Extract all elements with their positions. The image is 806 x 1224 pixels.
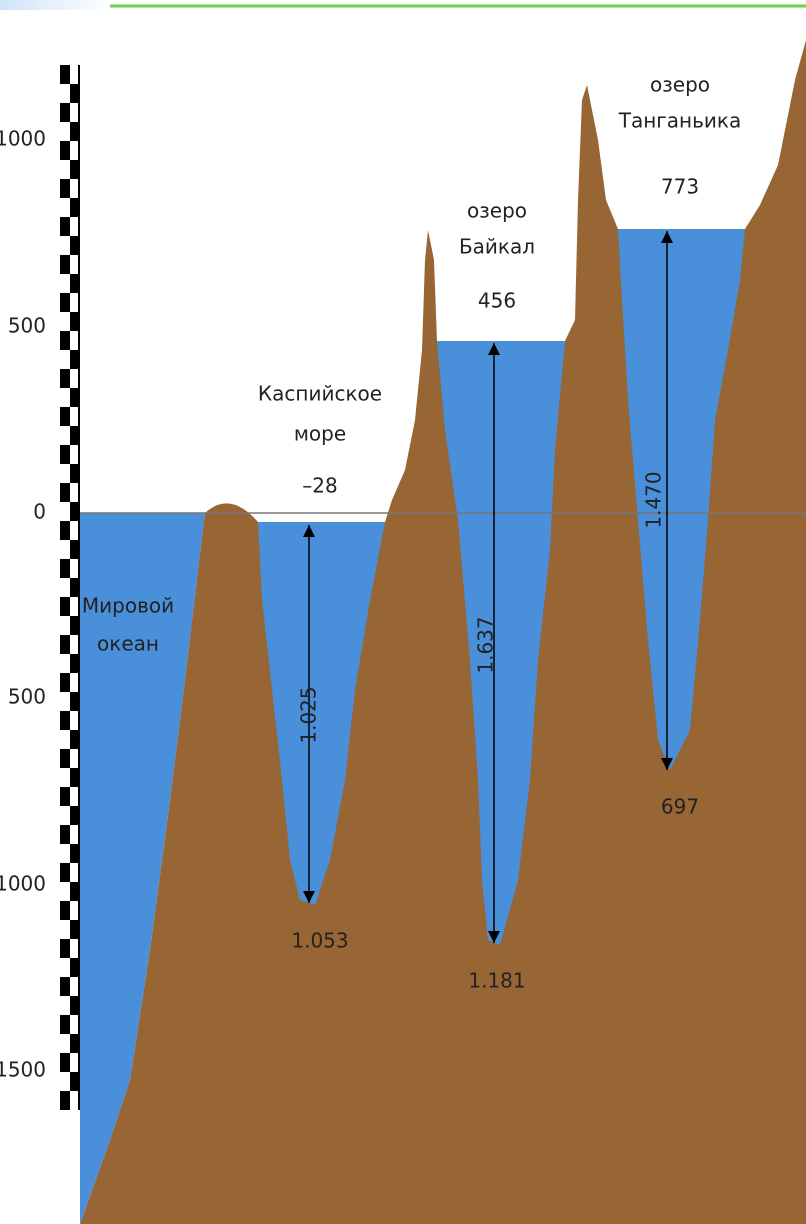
lake-name: Танганьика — [618, 109, 742, 133]
axis-label: 500 — [8, 685, 46, 709]
ocean-label: Мировой — [82, 594, 174, 618]
lake-name: озеро — [650, 73, 710, 97]
top-fade — [0, 0, 110, 10]
lake-level: 456 — [478, 289, 516, 313]
lake-level: 773 — [661, 175, 699, 199]
lake-name: Байкал — [459, 235, 535, 259]
lake-depth: 1.637 — [474, 616, 498, 673]
lake-name: озеро — [467, 199, 527, 223]
axis-label: 0 — [33, 500, 46, 524]
lake-baikal — [437, 341, 565, 945]
lake-bottom: 1.053 — [291, 929, 348, 953]
lake-depth: 1.025 — [297, 686, 321, 743]
lake-depth: 1.470 — [642, 471, 666, 528]
lake-name: Каспийское — [258, 382, 382, 406]
axis-label: 500 — [8, 314, 46, 338]
ocean — [80, 513, 205, 1224]
lake-bottom: 1.181 — [468, 969, 525, 993]
axis-label: 1000 — [0, 127, 46, 151]
ocean-label: океан — [97, 632, 159, 656]
lake-bottom: 697 — [661, 795, 699, 819]
lake-level: –28 — [302, 474, 337, 498]
axis-label: 1000 — [0, 872, 46, 896]
lake-tanganyika — [618, 229, 745, 770]
lake-caspian — [258, 522, 385, 905]
ruler — [60, 65, 80, 1110]
axis-label: 1500 — [0, 1058, 46, 1082]
lake-name: море — [294, 422, 346, 446]
